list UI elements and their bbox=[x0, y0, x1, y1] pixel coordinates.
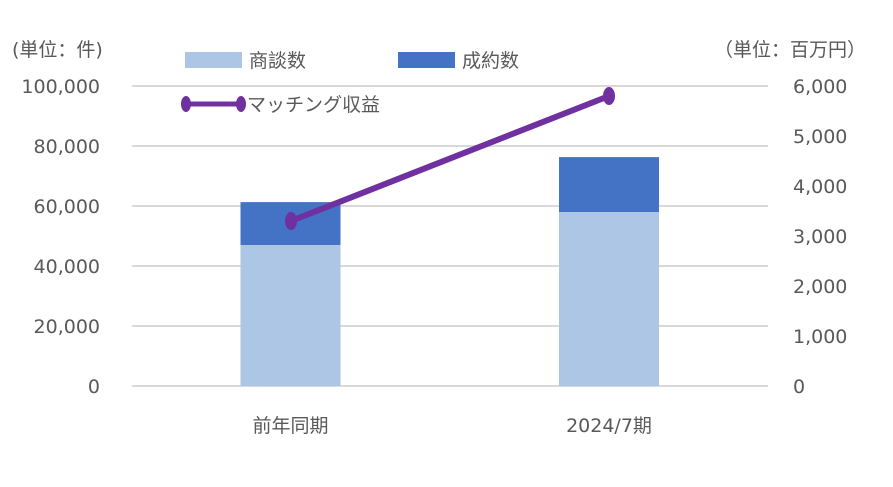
x-axis-labels: 前年同期 2024/7期 bbox=[252, 415, 651, 437]
left-axis-tick-label: 20,000 bbox=[34, 316, 100, 338]
legend-item-matching: マッチング収益 bbox=[181, 94, 380, 116]
gridlines bbox=[132, 85, 768, 387]
left-axis-tick-label: 0 bbox=[88, 376, 100, 398]
left-axis-tick-label: 60,000 bbox=[34, 196, 100, 218]
right-axis-tick-label: 6,000 bbox=[793, 76, 847, 98]
right-axis-tick-label: 4,000 bbox=[793, 176, 847, 198]
x-axis-category-label: 前年同期 bbox=[252, 415, 328, 437]
right-axis-unit-label: （単位：百万円） bbox=[714, 39, 866, 61]
legend-swatch-seiyaku bbox=[398, 52, 455, 68]
legend-label-seiyaku: 成約数 bbox=[462, 50, 519, 72]
legend-marker-icon bbox=[236, 96, 246, 112]
legend-item-shodan: 商談数 bbox=[185, 50, 306, 72]
bar-segment bbox=[559, 157, 659, 212]
line-marker-icon bbox=[285, 212, 297, 230]
right-axis-tick-label: 0 bbox=[793, 376, 805, 398]
left-axis-ticks: 0 20,000 40,000 60,000 80,000 100,000 bbox=[21, 76, 100, 398]
legend-label-matching: マッチング収益 bbox=[247, 94, 380, 116]
legend-swatch-shodan bbox=[185, 52, 242, 68]
x-axis-category-label: 2024/7期 bbox=[566, 415, 652, 437]
left-axis-unit-label: (単位：件) bbox=[12, 39, 103, 61]
legend: 商談数 成約数 マッチング収益 bbox=[181, 50, 519, 116]
left-axis-tick-label: 80,000 bbox=[34, 136, 100, 158]
line-path bbox=[288, 93, 612, 224]
legend-item-seiyaku: 成約数 bbox=[398, 50, 519, 72]
legend-label-shodan: 商談数 bbox=[249, 50, 306, 72]
left-axis-tick-label: 40,000 bbox=[34, 256, 100, 278]
legend-marker-icon bbox=[181, 96, 191, 112]
bar-series bbox=[240, 157, 659, 386]
right-axis-ticks: 0 1,000 2,000 3,000 4,000 5,000 6,000 bbox=[793, 76, 847, 398]
left-axis-tick-label: 100,000 bbox=[21, 76, 100, 98]
line-series bbox=[285, 87, 615, 230]
right-axis-tick-label: 2,000 bbox=[793, 276, 847, 298]
right-axis-tick-label: 3,000 bbox=[793, 226, 847, 248]
right-axis-tick-label: 1,000 bbox=[793, 326, 847, 348]
bar-segment bbox=[559, 212, 659, 386]
right-axis-tick-label: 5,000 bbox=[793, 126, 847, 148]
bar-segment bbox=[240, 245, 341, 386]
line-marker-icon bbox=[603, 87, 615, 105]
